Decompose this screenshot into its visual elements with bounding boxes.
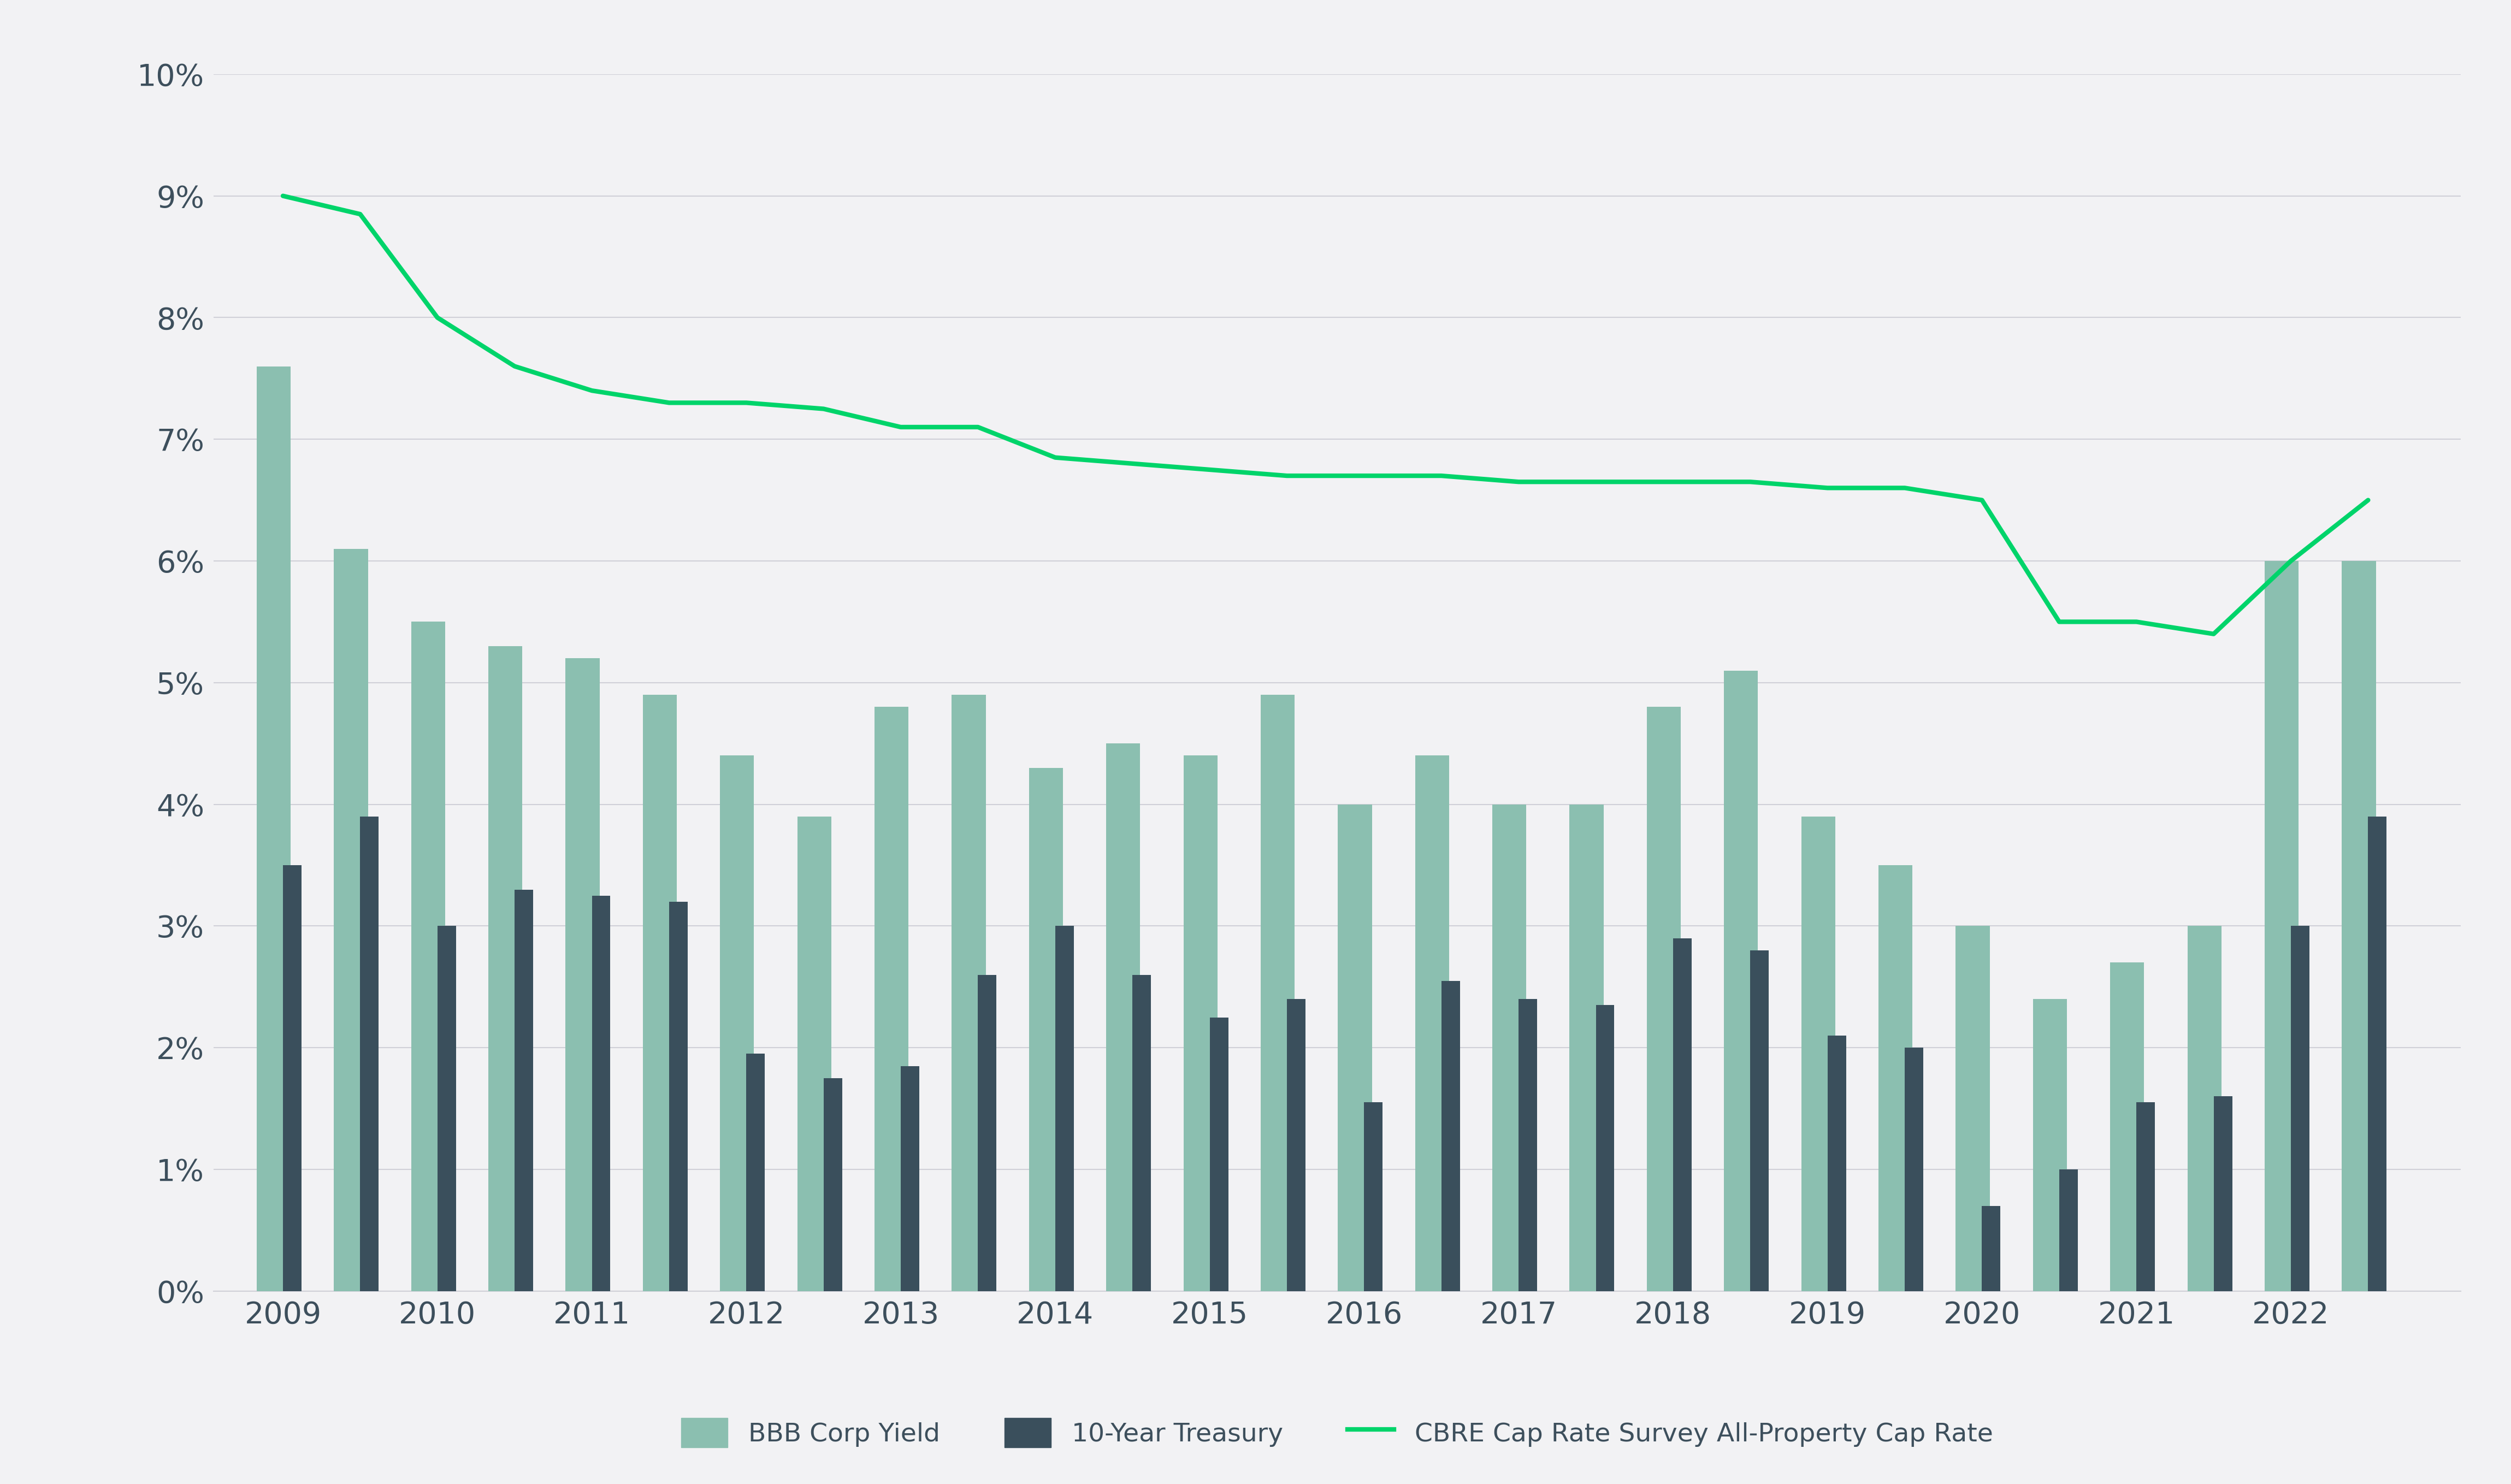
Bar xyxy=(1363,1103,1384,1291)
Bar xyxy=(487,646,522,1291)
Bar xyxy=(721,755,753,1291)
Bar xyxy=(746,1054,766,1291)
Bar xyxy=(2187,926,2222,1291)
Bar xyxy=(1672,938,1692,1291)
Bar xyxy=(1828,1036,1846,1291)
Bar xyxy=(2059,1169,2077,1291)
Bar xyxy=(1288,999,1306,1291)
Bar xyxy=(1441,981,1459,1291)
Bar xyxy=(2343,561,2375,1291)
Bar xyxy=(2137,1103,2154,1291)
Bar xyxy=(1956,926,1989,1291)
Bar xyxy=(1981,1206,2001,1291)
Bar xyxy=(256,367,291,1291)
Bar xyxy=(1750,950,1768,1291)
Bar xyxy=(1519,999,1537,1291)
Bar xyxy=(284,865,301,1291)
Bar xyxy=(824,1077,841,1291)
Bar xyxy=(1647,706,1680,1291)
Bar xyxy=(593,895,610,1291)
Bar xyxy=(952,695,987,1291)
Bar xyxy=(668,902,688,1291)
Bar xyxy=(1569,804,1605,1291)
Legend: BBB Corp Yield, 10-Year Treasury, CBRE Cap Rate Survey All-Property Cap Rate: BBB Corp Yield, 10-Year Treasury, CBRE C… xyxy=(670,1407,2004,1457)
Bar xyxy=(2034,999,2067,1291)
Bar xyxy=(643,695,678,1291)
Bar xyxy=(437,926,457,1291)
Bar xyxy=(1107,743,1140,1291)
Bar xyxy=(2265,561,2298,1291)
Bar xyxy=(565,659,600,1291)
Bar xyxy=(1416,755,1449,1291)
Bar xyxy=(901,1066,919,1291)
Bar xyxy=(977,975,997,1291)
Bar xyxy=(1597,1005,1615,1291)
Bar xyxy=(1338,804,1371,1291)
Bar xyxy=(2290,926,2310,1291)
Bar xyxy=(1055,926,1075,1291)
Bar xyxy=(412,622,444,1291)
Bar xyxy=(1906,1048,1923,1291)
Bar xyxy=(798,816,831,1291)
Bar xyxy=(1210,1018,1228,1291)
Bar xyxy=(1492,804,1527,1291)
Bar xyxy=(359,816,379,1291)
Bar xyxy=(1132,975,1150,1291)
Bar xyxy=(1878,865,1913,1291)
Bar xyxy=(1800,816,1836,1291)
Bar xyxy=(1261,695,1296,1291)
Bar xyxy=(1725,671,1758,1291)
Bar xyxy=(2215,1097,2232,1291)
Bar xyxy=(2368,816,2385,1291)
Bar xyxy=(1183,755,1218,1291)
Bar xyxy=(334,549,369,1291)
Bar xyxy=(515,889,532,1291)
Bar xyxy=(2109,963,2144,1291)
Bar xyxy=(874,706,909,1291)
Bar xyxy=(1030,767,1062,1291)
